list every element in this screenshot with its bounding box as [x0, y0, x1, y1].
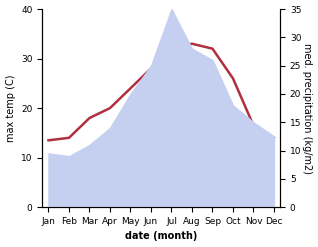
- X-axis label: date (month): date (month): [125, 231, 197, 242]
- Y-axis label: max temp (C): max temp (C): [5, 74, 16, 142]
- Y-axis label: med. precipitation (kg/m2): med. precipitation (kg/m2): [302, 43, 313, 174]
